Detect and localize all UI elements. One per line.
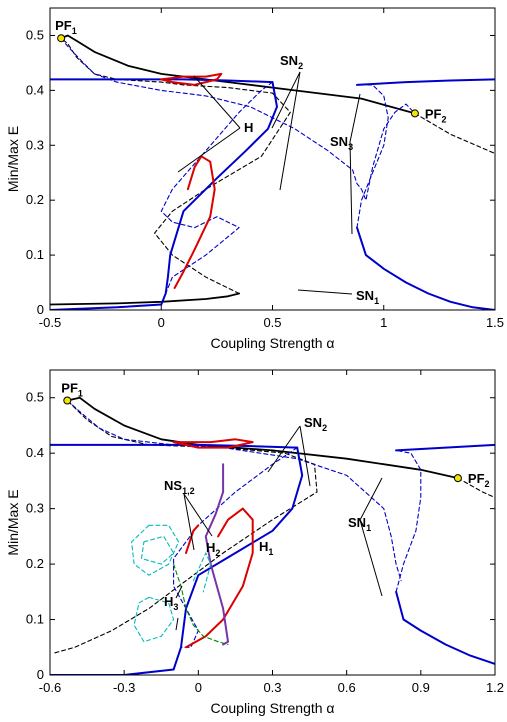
y-tick-label: 0.1	[26, 612, 44, 627]
annotation-leader-line	[183, 493, 213, 537]
annotation-label: NS1,2	[164, 478, 195, 496]
annotation-leader-line	[193, 75, 241, 129]
annotation-leader-line	[349, 141, 353, 235]
series-line-18	[192, 552, 212, 593]
series-line-4	[414, 112, 495, 155]
annotation-leader-line	[183, 493, 195, 551]
series-line-19	[173, 563, 229, 646]
x-tick-label: 0	[195, 680, 202, 695]
x-tick-label: -0.5	[39, 315, 61, 330]
series-line-8	[160, 81, 274, 295]
annotation-label: H2	[206, 540, 220, 558]
series-line-4	[50, 443, 299, 449]
annotation-leader-line	[267, 425, 301, 473]
y-tick-label: 0.2	[26, 192, 44, 207]
y-axis-label: Min/Max E	[5, 489, 21, 555]
annotation-leader-line	[359, 519, 383, 597]
y-tick-label: 0.2	[26, 556, 44, 571]
annotation-leader-line	[175, 585, 183, 599]
annotation-label: SN2	[304, 415, 327, 433]
y-axis-label: Min/Max E	[5, 126, 21, 192]
pf-label: PF1	[55, 18, 77, 36]
series-line-7	[50, 81, 278, 310]
x-tick-label: 0	[158, 315, 165, 330]
annotation-label: H	[244, 120, 253, 135]
y-tick-label: 0.3	[26, 137, 44, 152]
annotation-leader-line	[175, 617, 179, 631]
series-line-3	[54, 399, 318, 654]
x-tick-label: -0.6	[39, 680, 61, 695]
y-tick-label: 0	[37, 302, 44, 317]
pf-marker	[63, 396, 72, 405]
pf-label: PF2	[425, 106, 447, 124]
y-tick-label: 0.4	[26, 445, 44, 460]
series-line-8	[395, 443, 495, 452]
series-line-12	[172, 438, 254, 449]
annotation-label: SN2	[280, 53, 303, 71]
pf-label: PF1	[61, 381, 83, 399]
annotation-leader-line	[299, 425, 311, 487]
annotation-label: H1	[259, 539, 273, 557]
pf-label: PF2	[468, 471, 490, 489]
series-line-10	[356, 226, 495, 310]
series-line-10	[395, 449, 422, 593]
series-line-5	[66, 399, 402, 582]
y-tick-label: 0.1	[26, 247, 44, 262]
annotation-leader-line	[297, 289, 353, 295]
series-line-1	[50, 292, 240, 306]
annotation-leader-line	[177, 127, 241, 173]
series-line-17	[133, 596, 175, 643]
pf-marker	[410, 109, 419, 118]
series-line-11	[185, 507, 254, 649]
y-tick-label: 0	[37, 667, 44, 682]
y-tick-label: 0.5	[26, 390, 44, 405]
y-tick-label: 0.5	[26, 27, 44, 42]
series-line-2	[457, 477, 495, 499]
series-line-6	[60, 37, 416, 201]
x-tick-label: 1.2	[486, 680, 504, 695]
annotation-label: SN1	[356, 288, 379, 306]
series-line-13	[185, 524, 200, 554]
series-group	[50, 34, 495, 310]
y-tick-label: 0.4	[26, 82, 44, 97]
series-line-9	[395, 590, 495, 665]
series-line-15	[131, 524, 180, 576]
x-axis-label: Coupling Strength α	[210, 700, 334, 716]
x-tick-label: 0.3	[263, 680, 281, 695]
x-tick-label: 0.9	[412, 680, 430, 695]
x-tick-label: 0.5	[263, 315, 281, 330]
series-line-5	[50, 78, 274, 84]
x-tick-label: 0.6	[338, 680, 356, 695]
series-line-2	[60, 37, 291, 295]
series-line-7	[173, 447, 298, 648]
series-line-13	[160, 72, 223, 86]
series-line-9	[356, 78, 495, 86]
annotation-leader-line	[279, 71, 301, 191]
x-axis-label: Coupling Strength α	[210, 335, 334, 351]
series-line-14	[204, 463, 229, 646]
series-line-11	[356, 84, 389, 229]
pf-marker	[453, 474, 462, 483]
panel-2: -0.6 -0.3 0 0.3 0.6 0.9 1.2 0 0.1 0.2 0.3 0.4 0.5 Cou…	[5, 369, 504, 716]
series-line-12	[173, 155, 216, 289]
annotation-leader-line	[271, 71, 301, 129]
annotation-label: SN1	[348, 515, 371, 533]
annotation-label: H3	[164, 594, 178, 612]
annotation-leader-line	[349, 93, 361, 143]
x-tick-label: 1.5	[486, 315, 504, 330]
series-line-3	[60, 34, 416, 115]
series-line-16	[140, 535, 175, 565]
series-group	[50, 396, 495, 675]
x-tick-label: -0.3	[113, 680, 135, 695]
y-tick-label: 0.3	[26, 501, 44, 516]
annotation-label: SN3	[330, 134, 353, 152]
annotation-leader-line	[359, 477, 383, 521]
x-tick-label: 1	[380, 315, 387, 330]
series-line-6	[50, 446, 304, 675]
pf-marker	[57, 34, 66, 43]
